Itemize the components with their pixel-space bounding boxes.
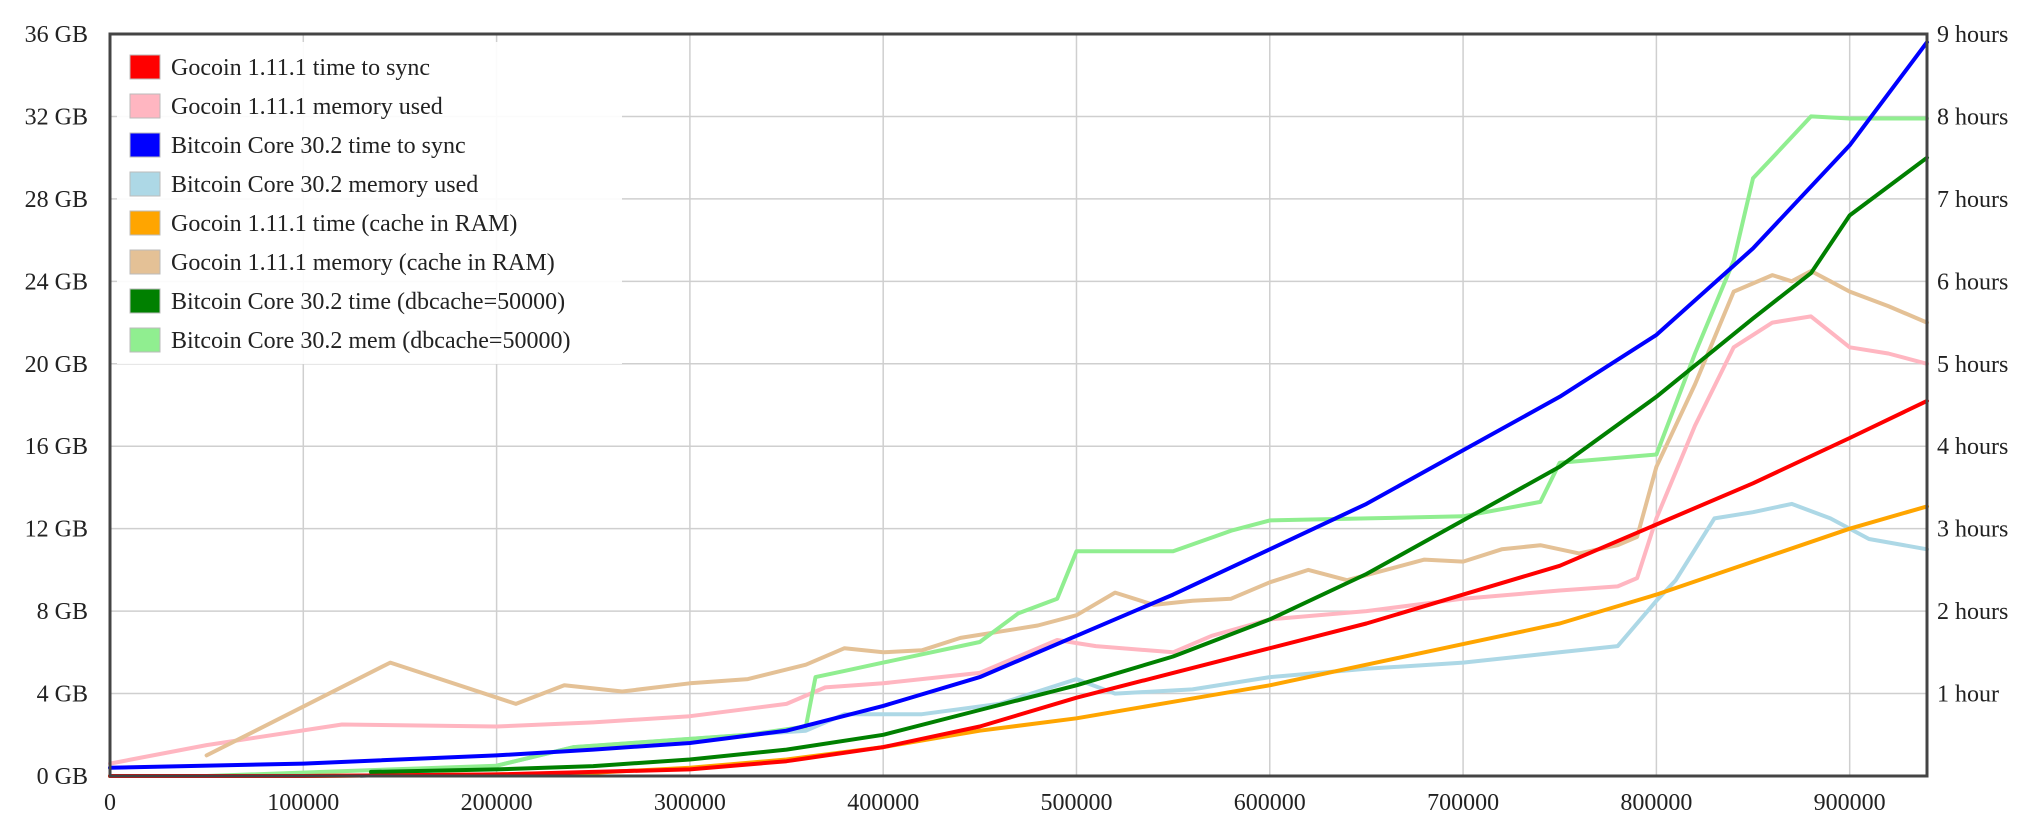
legend-label: Gocoin 1.11.1 time to sync [171,55,430,81]
x-tick-label: 700000 [1427,790,1499,816]
legend-label: Bitcoin Core 30.2 time (dbcache=50000) [171,289,565,315]
legend-item: Gocoin 1.11.1 time to sync [129,54,430,81]
y-right-tick-label: 7 hours [1937,187,2008,213]
series-line-2 [108,314,1929,766]
legend-swatch [129,93,161,119]
legend-swatch [129,249,161,275]
legend-item: Gocoin 1.11.1 time (cache in RAM) [129,210,517,237]
legend-label: Gocoin 1.11.1 memory (cache in RAM) [171,250,555,276]
legend-swatch [129,54,161,80]
legend-item: Bitcoin Core 30.2 time to sync [129,132,466,159]
y-left-tick-label: 36 GB [25,22,88,48]
x-tick-label: 800000 [1620,790,1692,816]
legend-swatch [129,327,161,353]
x-tick-label: 400000 [847,790,919,816]
y-left-tick-label: 28 GB [25,187,88,213]
y-left-tick-label: 32 GB [25,104,88,130]
y-right-tick-label: 6 hours [1937,269,2008,295]
x-axis-tick-labels: 0 100000 200000 300000 400000 500000 600000 700… [104,790,1886,816]
y-axis-left-tick-labels: 0 GB 4 GB 8 GB 12 GB 16 GB 20 GB 24 GB 28 GB 32 … [25,22,88,790]
y-left-tick-label: 12 GB [25,517,88,543]
y-left-tick-label: 8 GB [37,599,88,625]
x-tick-label: 300000 [654,790,726,816]
y-right-tick-label: 4 hours [1937,434,2008,460]
y-right-tick-label: 9 hours [1937,22,2008,48]
legend-label: Bitcoin Core 30.2 memory used [171,172,478,198]
legend-label: Gocoin 1.11.1 memory used [171,94,443,120]
series-line-1 [108,398,1929,778]
y-left-tick-label: 4 GB [37,682,88,708]
series-line-7 [369,155,1929,774]
plot-frame [108,32,1929,778]
y-left-tick-label: 20 GB [25,352,88,378]
y-right-tick-label: 1 hour [1937,682,1999,708]
legend-label: Bitcoin Core 30.2 time to sync [171,133,466,159]
series-line-3 [108,40,1929,770]
series-lines [108,40,1929,778]
series-line-4 [359,501,1929,778]
x-tick-label: 500000 [1040,790,1112,816]
x-tick-label: 600000 [1234,790,1306,816]
x-tick-label: 100000 [267,790,339,816]
legend: Gocoin 1.11.1 time to sync Gocoin 1.11.1 … [117,42,622,364]
x-tick-label: 0 [104,790,116,816]
legend-item: Bitcoin Core 30.2 mem (dbcache=50000) [129,327,570,354]
y-left-tick-label: 0 GB [37,764,88,790]
y-right-tick-label: 5 hours [1937,352,2008,378]
legend-label: Gocoin 1.11.1 time (cache in RAM) [171,211,517,237]
legend-label: Bitcoin Core 30.2 mem (dbcache=50000) [171,328,570,354]
legend-swatch [129,288,161,314]
series-line-5 [108,504,1929,778]
y-axis-right-tick-labels: 1 hour 2 hours 3 hours 4 hours 5 hours 6 hour… [1937,22,2008,708]
legend-item: Gocoin 1.11.1 memory (cache in RAM) [129,249,555,276]
y-right-tick-label: 3 hours [1937,517,2008,543]
y-right-tick-label: 2 hours [1937,599,2008,625]
legend-item: Bitcoin Core 30.2 memory used [129,171,478,198]
x-tick-label: 900000 [1814,790,1886,816]
legend-background [117,42,622,364]
legend-swatch [129,171,161,197]
y-right-tick-label: 8 hours [1937,104,2008,130]
legend-item: Bitcoin Core 30.2 time (dbcache=50000) [129,288,565,315]
x-tick-label: 200000 [461,790,533,816]
y-left-tick-label: 24 GB [25,269,88,295]
legend-swatch [129,132,161,158]
legend-swatch [129,210,161,236]
y-left-tick-label: 16 GB [25,434,88,460]
series-line-6 [204,269,1929,758]
legend-item: Gocoin 1.11.1 memory used [129,93,443,120]
